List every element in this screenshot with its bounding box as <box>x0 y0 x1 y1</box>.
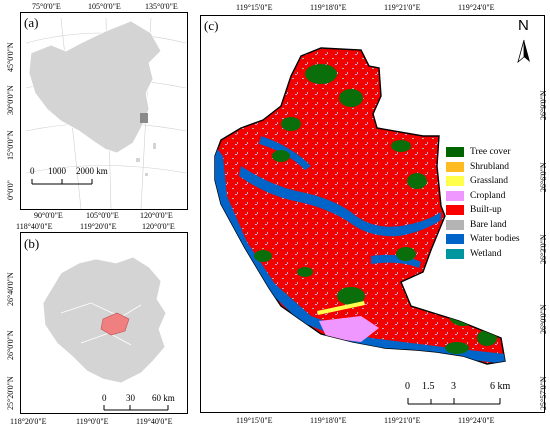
b-bottom-lon-1: 118°20'0"E <box>10 417 47 426</box>
legend-swatch <box>446 176 464 187</box>
a-left-lat-4: 0°0'0" <box>6 180 15 200</box>
c-right-lat-1: 26°9'0"N <box>539 90 548 120</box>
legend-swatch <box>446 219 464 230</box>
legend-label: Bare land <box>470 219 507 230</box>
c-top-lon-1: 119°15'0"E <box>236 3 273 12</box>
china-landmass <box>28 20 162 154</box>
legend-item: Grassland <box>446 174 520 189</box>
airport-strip <box>317 301 365 315</box>
a-left-lat-3: 15°0'0"N <box>6 130 15 160</box>
legend-label: Cropland <box>470 190 506 201</box>
legend-label: Built-up <box>470 205 502 216</box>
c-scale-6: 6 km <box>490 381 511 392</box>
legend-item: Shrubland <box>446 160 520 175</box>
fuzhou-map-graphic <box>42 256 167 384</box>
c-bottom-lon-4: 119°24'0"E <box>458 416 495 425</box>
china-map-graphic <box>25 17 187 209</box>
b-scale-0: 0 <box>102 393 107 403</box>
cropland-patch <box>319 316 379 342</box>
a-top-lon-3: 135°0'0"E <box>145 2 178 11</box>
a-top-lon-2: 105°0'0"E <box>88 2 121 11</box>
legend-swatch <box>446 190 464 201</box>
legend-item: Cropland <box>446 189 520 204</box>
b-left-lat-3: 25°20'0"N <box>6 376 15 410</box>
b-top-lon-2: 119°20'0"E <box>80 222 117 231</box>
legend-swatch <box>446 205 464 216</box>
legend-item: Water bodies <box>446 232 520 247</box>
a-scale-2000: 2000 km <box>76 166 108 176</box>
legend: Tree cover Shrubland Grassland Cropland … <box>446 145 520 261</box>
panel-b-fuzhou-map <box>20 232 188 414</box>
b-left-lat-2: 26°0'0"N <box>6 330 15 360</box>
b-scale-60: 60 km <box>152 393 175 403</box>
legend-item: Tree cover <box>446 145 520 160</box>
legend-swatch <box>446 161 464 172</box>
legend-swatch <box>446 147 464 158</box>
a-bottom-lon-3: 120°0'0"E <box>140 211 173 220</box>
a-left-lat-1: 45°0'0"N <box>6 42 15 72</box>
legend-item: Built-up <box>446 203 520 218</box>
min-river <box>239 166 441 237</box>
a-top-lon-1: 75°0'0"E <box>32 2 61 11</box>
c-right-lat-4: 26°0'0"N <box>539 304 548 334</box>
legend-item: Bare land <box>446 218 520 233</box>
legend-swatch <box>446 248 464 259</box>
c-scale-0: 0 <box>405 381 410 392</box>
b-bottom-lon-3: 119°40'0"E <box>136 417 173 426</box>
study-area-highlight <box>100 312 130 336</box>
c-right-lat-3: 26°3'0"N <box>539 234 548 264</box>
legend-label: Wetland <box>470 248 502 259</box>
legend-label: Grassland <box>470 176 508 187</box>
c-scale-1-5: 1.5 <box>422 381 435 392</box>
legend-item: Wetland <box>446 247 520 262</box>
landcover-map-graphic <box>214 47 506 365</box>
c-top-lon-4: 119°24'0"E <box>458 3 495 12</box>
b-top-lon-1: 118°40'0"E <box>16 222 53 231</box>
legend-label: Tree cover <box>470 147 511 158</box>
fujian-highlight <box>140 113 148 123</box>
c-bottom-lon-1: 119°15'0"E <box>236 416 273 425</box>
c-top-lon-3: 119°21'0"E <box>384 3 421 12</box>
panel-a-label: (a) <box>24 15 39 30</box>
a-scale-1000: 1000 <box>48 166 66 176</box>
b-left-lat-1: 26°40'0"N <box>6 272 15 306</box>
legend-label: Water bodies <box>470 234 520 245</box>
a-bottom-lon-1: 90°0'0"E <box>34 211 63 220</box>
legend-label: Shrubland <box>470 161 510 172</box>
c-scale-3: 3 <box>451 381 456 392</box>
a-scale-0: 0 <box>30 166 35 176</box>
north-label: N <box>518 17 529 34</box>
panel-c-landcover-map <box>200 15 545 413</box>
c-right-lat-2: 26°6'0"N <box>539 162 548 192</box>
legend-swatch <box>446 234 464 245</box>
panel-a-china-map <box>20 12 188 210</box>
panel-c-label: (c) <box>204 18 219 33</box>
c-bottom-lon-2: 119°18'0"E <box>310 416 347 425</box>
c-right-lat-5: 25°57'0"N <box>539 376 548 410</box>
b-scale-30: 30 <box>126 393 135 403</box>
b-bottom-lon-2: 119°0'0"E <box>76 417 109 426</box>
a-left-lat-2: 30°0'0"N <box>6 85 15 115</box>
a-bottom-lon-2: 105°0'0"E <box>86 211 119 220</box>
c-bottom-lon-3: 119°21'0"E <box>384 416 421 425</box>
panel-b-label: (b) <box>24 236 40 251</box>
b-top-lon-3: 120°0'0"E <box>142 222 175 231</box>
c-top-lon-2: 119°18'0"E <box>310 3 347 12</box>
